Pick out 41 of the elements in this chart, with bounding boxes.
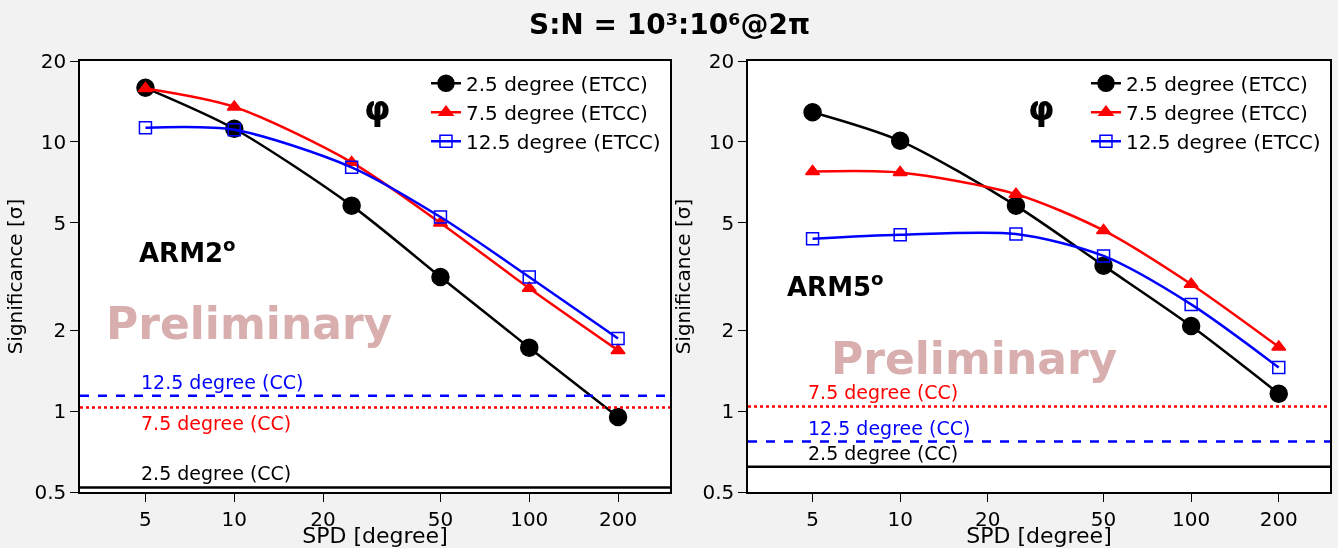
y-tick-label: 20	[40, 49, 67, 73]
chart-title: S:N = 10³:10⁶@2π	[529, 8, 811, 41]
legend-label: 12.5 degree (ETCC)	[465, 130, 661, 155]
y-tick-label: 10	[708, 129, 735, 154]
legend-label: 2.5 degree (ETCC)	[1125, 72, 1308, 97]
y-tick-label: 2	[721, 318, 735, 343]
y-axis-title: Significance [σ]	[671, 198, 696, 355]
x-tick-label: 5	[806, 506, 819, 531]
ref-line-label: 2.5 degree (CC)	[808, 442, 959, 464]
ref-line-label: 12.5 degree (CC)	[141, 371, 304, 393]
legend-label: 12.5 degree (ETCC)	[1125, 130, 1321, 155]
y-tick-label: 0.5	[34, 480, 67, 504]
annotation: Preliminary	[106, 298, 393, 349]
legend-label: 2.5 degree (ETCC)	[465, 72, 648, 97]
legend-label: 7.5 degree (ETCC)	[465, 101, 648, 126]
y-tick-label: 5	[721, 210, 735, 235]
ref-line-label: 7.5 degree (CC)	[808, 381, 959, 403]
x-tick-label: 5	[139, 506, 152, 531]
y-tick-label: 5	[53, 210, 67, 235]
ref-line-label: 7.5 degree (CC)	[141, 412, 292, 434]
x-tick-label: 10	[887, 506, 913, 531]
y-axis-title: Significance [σ]	[3, 198, 28, 355]
y-tick-label: 2	[53, 318, 67, 343]
annotation: ARM2$^{o}$	[139, 234, 236, 268]
annotation: Preliminary	[831, 333, 1118, 384]
x-tick-label: 200	[598, 506, 638, 531]
legend-label: 7.5 degree (ETCC)	[1125, 101, 1308, 126]
x-tick-label: 200	[1259, 506, 1298, 531]
annotation: φ	[364, 88, 391, 128]
y-tick-label: 20	[708, 49, 735, 73]
x-tick-label: 10	[221, 506, 247, 531]
y-tick-label: 10	[40, 129, 67, 154]
annotation: ARM5$^{o}$	[787, 268, 884, 302]
y-tick-label: 1	[721, 399, 735, 424]
x-tick-label: 100	[1172, 506, 1211, 531]
ref-line-label: 12.5 degree (CC)	[808, 417, 971, 439]
y-tick-label: 1	[53, 399, 67, 424]
ref-line-label: 2.5 degree (CC)	[141, 462, 292, 484]
annotation: φ	[1028, 88, 1055, 128]
y-tick-label: 0.5	[702, 480, 735, 504]
x-tick-label: 100	[510, 506, 549, 531]
